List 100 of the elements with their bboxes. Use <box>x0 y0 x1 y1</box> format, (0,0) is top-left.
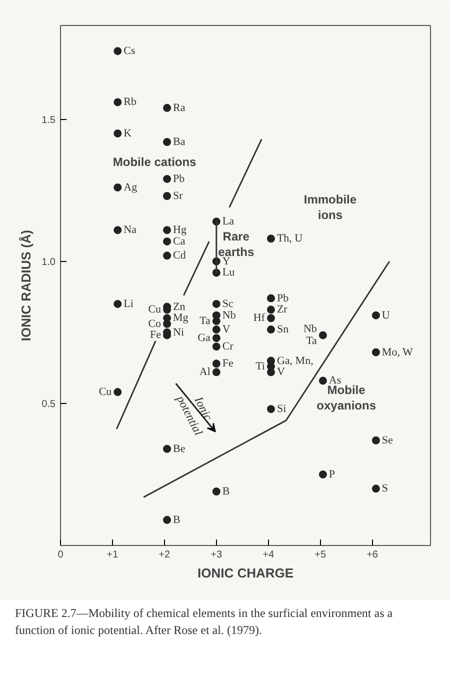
series-label: Th, U <box>276 232 303 245</box>
x-axis-title: IONIC CHARGE <box>197 566 294 580</box>
point <box>212 334 220 342</box>
point <box>114 183 122 192</box>
series-label: Pb <box>173 172 186 185</box>
series-label: Ni <box>173 326 184 338</box>
series-label: Mg <box>173 312 189 324</box>
y-tick-label: 1.5 <box>42 114 56 126</box>
point <box>163 192 172 200</box>
point <box>114 98 122 106</box>
series-label: V <box>276 366 285 378</box>
point <box>212 488 220 496</box>
series-label: Ta <box>200 315 211 328</box>
series-label: Ti <box>256 360 265 372</box>
series-label: P <box>328 468 336 480</box>
point <box>212 326 220 334</box>
series-label: U <box>382 309 390 322</box>
x-tick-label: +5 <box>314 550 326 560</box>
series-label: Li <box>124 298 134 310</box>
point <box>318 376 327 385</box>
series-label: Ba <box>173 136 186 148</box>
series-label: Cu <box>98 386 112 398</box>
series-label: Nb Ta <box>303 323 318 348</box>
series-label: Rb <box>124 96 137 108</box>
point <box>163 104 172 112</box>
series-label: Cs <box>124 45 136 58</box>
series-label: Nb <box>222 309 236 322</box>
series-label: Ag <box>124 181 138 194</box>
point <box>163 252 172 260</box>
series-label: Pb <box>276 292 290 304</box>
series-label: Ga, Mn, <box>276 354 314 367</box>
series-label: Hf <box>253 312 266 324</box>
point <box>212 360 220 368</box>
annotation: Mobile cations <box>112 154 197 169</box>
point <box>163 174 172 183</box>
point <box>212 317 220 326</box>
point <box>114 300 122 308</box>
series-label: K <box>124 127 132 140</box>
point <box>372 311 380 320</box>
point <box>212 300 220 308</box>
y-tick-label: 0.5 <box>42 398 56 410</box>
x-tick-label: +6 <box>366 550 378 560</box>
series-label: Ca <box>173 235 186 248</box>
series-label: S <box>382 482 388 495</box>
y-axis-title: IONIC RADIUS (Å) <box>18 230 34 342</box>
point <box>266 314 275 322</box>
point <box>163 237 172 246</box>
series-label: Ra <box>173 102 186 114</box>
point <box>114 388 122 396</box>
series-label: B <box>173 514 180 526</box>
point <box>372 348 380 356</box>
series-label: Fe <box>222 358 234 370</box>
series-label: Zr <box>276 304 288 316</box>
x-tick-label: +1 <box>106 550 119 560</box>
series-label: Cr <box>222 340 234 353</box>
series-label: Hg <box>173 224 187 236</box>
point <box>266 234 275 243</box>
x-tick-label: 0 <box>58 550 64 560</box>
series-label: Sr <box>173 190 184 202</box>
series-label: Lu <box>222 266 236 279</box>
point <box>266 294 275 302</box>
x-tick-label: +2 <box>158 550 171 560</box>
series-label: Na <box>124 224 137 236</box>
x-tick-label: +3 <box>210 550 223 560</box>
series-label: Mo, W <box>382 346 414 358</box>
series-label: Y <box>222 255 230 268</box>
series-label: Cu <box>148 304 162 316</box>
series-label: Fe <box>150 329 162 342</box>
series-label: Ga <box>198 332 211 344</box>
point <box>266 368 275 376</box>
point <box>163 138 172 146</box>
series-label: Se <box>382 434 394 446</box>
series-label: Sn <box>276 324 290 336</box>
series-label: Sc <box>222 298 234 310</box>
caption: FIGURE 2.7—Mobility of chemical elements in the surficial environment as a function of ionic potential. After Rose et al. (1979). <box>15 605 394 640</box>
series-label: La <box>222 216 234 228</box>
series-label: Si <box>276 403 286 416</box>
point <box>372 436 380 444</box>
point <box>318 470 327 478</box>
point <box>212 368 220 376</box>
series-label: Cd <box>173 250 186 262</box>
series-label: Be <box>173 442 186 455</box>
point <box>266 326 275 334</box>
y-tick-label: 1.0 <box>42 256 56 268</box>
point <box>114 226 122 234</box>
series-label: Zn <box>173 300 186 313</box>
point <box>372 484 380 493</box>
point <box>163 226 172 234</box>
point <box>163 444 172 453</box>
point <box>212 342 220 351</box>
point <box>266 306 275 314</box>
point <box>163 516 172 524</box>
point <box>266 405 275 414</box>
x-tick-label: +4 <box>262 550 275 560</box>
point <box>114 129 122 138</box>
series-label: Al <box>199 366 210 378</box>
series-label: B <box>222 486 230 498</box>
point <box>318 331 327 340</box>
point <box>114 47 122 56</box>
annotation: Immobile ions <box>304 192 357 222</box>
